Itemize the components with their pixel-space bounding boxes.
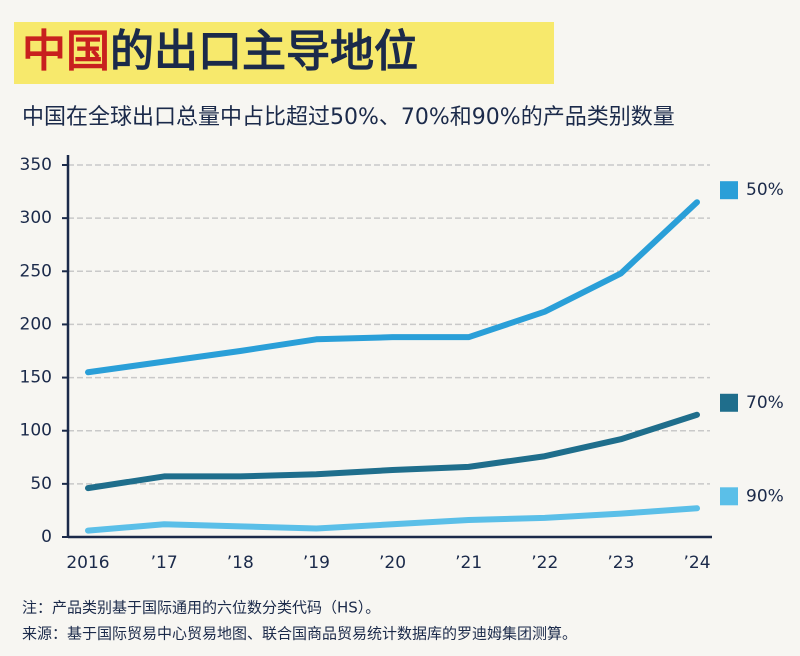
legend-label: 90% <box>746 486 784 506</box>
x-tick-label: ’17 <box>151 553 178 573</box>
x-tick-label: 2016 <box>66 553 109 573</box>
x-tick-label: ’21 <box>455 553 482 573</box>
note: 来源：基于国际贸易中心贸易地图、联合国商品贸易统计数据库的罗迪姆集团测算。 <box>22 625 577 643</box>
x-tick-label: ’22 <box>531 553 558 573</box>
series-line <box>85 505 700 534</box>
series-line <box>85 411 700 492</box>
legend-label: 50% <box>746 180 784 200</box>
title-part: 中国 <box>22 26 110 77</box>
chart-title: 中国的出口主导地位 <box>22 26 418 77</box>
title-part: 的出口主导地位 <box>110 26 418 77</box>
chart-subtitle: 中国在全球出口总量中占比超过50%、70%和90%的产品类别数量 <box>22 105 675 130</box>
legend-swatch <box>720 393 738 412</box>
note: 注：产品类别基于国际通用的六位数分类代码（HS）。 <box>22 599 380 617</box>
x-tick-label: ’19 <box>303 553 330 573</box>
x-tick-label: ’23 <box>607 553 634 573</box>
y-tick-label: 250 <box>20 261 52 281</box>
series-line <box>85 199 700 376</box>
x-tick-label: ’20 <box>379 553 406 573</box>
legend-swatch <box>720 181 738 200</box>
title-highlight <box>14 22 554 84</box>
y-tick-label: 200 <box>20 314 52 334</box>
y-tick-label: 0 <box>41 527 52 547</box>
y-tick-label: 300 <box>20 208 52 228</box>
y-tick-label: 50 <box>30 474 52 494</box>
x-tick-label: ’24 <box>683 553 710 573</box>
legend-swatch <box>720 487 738 506</box>
y-tick-label: 100 <box>20 421 52 441</box>
x-tick-label: ’18 <box>227 553 254 573</box>
legend-label: 70% <box>746 393 784 413</box>
y-tick-label: 150 <box>20 368 52 388</box>
y-tick-label: 350 <box>20 155 52 175</box>
